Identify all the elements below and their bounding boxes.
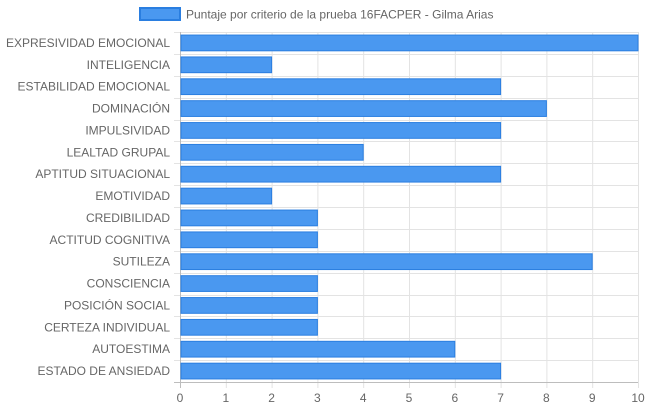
bar[interactable] [180, 253, 593, 271]
category-label: CERTEZA INDIVIDUAL [44, 320, 170, 334]
legend-label[interactable]: Puntaje por criterio de la prueba 16FACP… [186, 8, 493, 22]
category-label: DOMINACIÓN [92, 101, 170, 116]
x-axis-tick-labels: 0 1 2 3 4 5 6 7 8 9 10 [177, 391, 645, 405]
bar[interactable] [180, 56, 273, 74]
x-tick-label: 8 [543, 391, 550, 405]
bar[interactable] [180, 231, 318, 249]
x-tick-label: 9 [589, 391, 596, 405]
bar[interactable] [180, 209, 318, 227]
legend[interactable]: Puntaje por criterio de la prueba 16FACP… [139, 7, 493, 22]
category-label: LEALTAD GRUPAL [67, 145, 171, 159]
x-tick-label: 6 [451, 391, 458, 405]
bar[interactable] [180, 34, 639, 52]
x-tick-label: 4 [360, 391, 367, 405]
x-tick-label: 10 [631, 391, 645, 405]
bar[interactable] [180, 318, 318, 336]
category-label: ESTABILIDAD EMOCIONAL [18, 80, 171, 94]
category-label: AUTOESTIMA [92, 342, 170, 356]
category-label: APTITUD SITUACIONAL [35, 167, 170, 181]
category-label: EMOTIVIDAD [95, 189, 170, 203]
category-label: INTELIGENCIA [87, 58, 170, 72]
bar[interactable] [180, 78, 502, 96]
bar[interactable] [180, 165, 502, 183]
category-label: IMPULSIVIDAD [85, 123, 170, 137]
bar[interactable] [180, 362, 502, 380]
category-label: POSICIÓN SOCIAL [64, 297, 170, 312]
category-label: ACTITUD COGNITIVA [50, 233, 170, 247]
category-label: CREDIBILIDAD [86, 211, 170, 225]
bar[interactable] [180, 340, 456, 358]
bar[interactable] [180, 100, 547, 117]
bar[interactable] [180, 122, 502, 139]
x-tick-label: 5 [406, 391, 413, 405]
legend-swatch[interactable] [139, 7, 181, 21]
category-label: SUTILEZA [113, 255, 170, 269]
x-tick-label: 3 [314, 391, 321, 405]
x-tick-label: 2 [268, 391, 275, 405]
x-tick-label: 7 [497, 391, 504, 405]
category-label: CONSCIENCIA [87, 277, 170, 291]
bars [180, 34, 639, 380]
category-label: ESTADO DE ANSIEDAD [38, 364, 171, 378]
x-tick-label: 1 [222, 391, 229, 405]
bar[interactable] [180, 187, 273, 205]
category-labels: EXPRESIVIDAD EMOCIONAL INTELIGENCIA ESTABI… [6, 36, 170, 378]
x-tick-label: 0 [177, 391, 184, 405]
bar[interactable] [180, 297, 318, 314]
bar[interactable] [180, 143, 364, 161]
bar[interactable] [180, 275, 318, 292]
category-label: EXPRESIVIDAD EMOCIONAL [6, 36, 170, 50]
